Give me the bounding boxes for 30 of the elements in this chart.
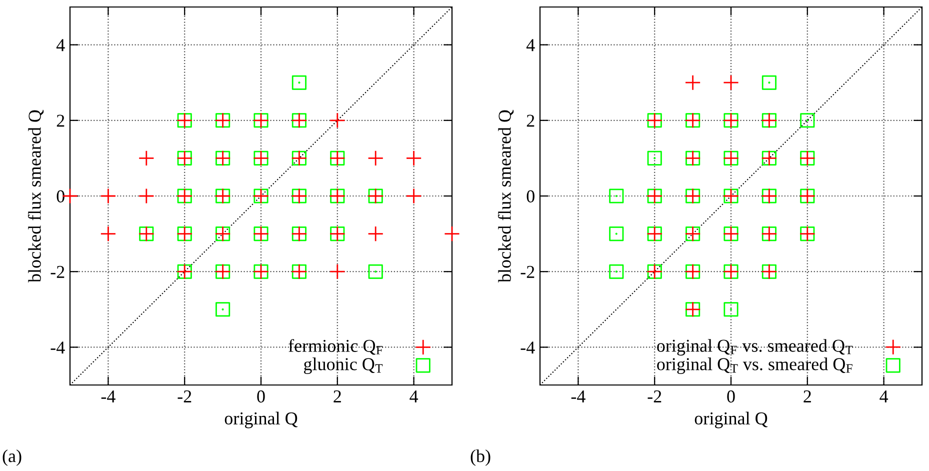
legend-label: original Q$_{T}$ vs. smeared Q$_{F}$ (657, 358, 852, 374)
x-tick-label: 0 (727, 390, 735, 403)
y-tick-label: -4 (50, 342, 65, 354)
legend-label: gluonic Q$_{T}$ (304, 358, 383, 374)
legend-label: fermionic Q$_{F}$ (288, 339, 383, 355)
text: (a) (2, 449, 22, 466)
x-tick-label: 4 (410, 390, 418, 402)
y-tick-label: -2 (520, 266, 534, 278)
x-axis-title: original Q (224, 412, 298, 428)
x-tick-label: 2 (334, 390, 341, 402)
x-tick-label: -4 (101, 390, 116, 402)
y-axis-title: blocked flux smeared Q (28, 110, 44, 282)
y-tick-label: 2 (56, 114, 64, 127)
y-tick-label: -2 (50, 266, 64, 278)
y-tick-label: 4 (56, 39, 65, 52)
y-tick-label: 4 (526, 39, 535, 52)
x-tick-label: 2 (804, 390, 811, 402)
x-tick-label: 4 (880, 390, 888, 402)
x-axis-title: original Q (694, 412, 768, 428)
text: (b) (470, 449, 490, 466)
x-tick-label: -2 (178, 390, 192, 402)
y-tick-label: 0 (56, 190, 64, 202)
legend-label: original Q$_{F}$ vs. smeared Q$_{T}$ (657, 339, 853, 356)
x-tick-label: 0 (257, 390, 265, 403)
y-tick-label: 0 (526, 190, 534, 202)
y-axis-title: blocked flux smeared Q (498, 110, 514, 282)
x-tick-label: -4 (571, 390, 586, 402)
x-tick-label: -2 (648, 390, 662, 402)
y-tick-label: -4 (520, 342, 535, 354)
y-tick-label: 2 (526, 114, 534, 127)
